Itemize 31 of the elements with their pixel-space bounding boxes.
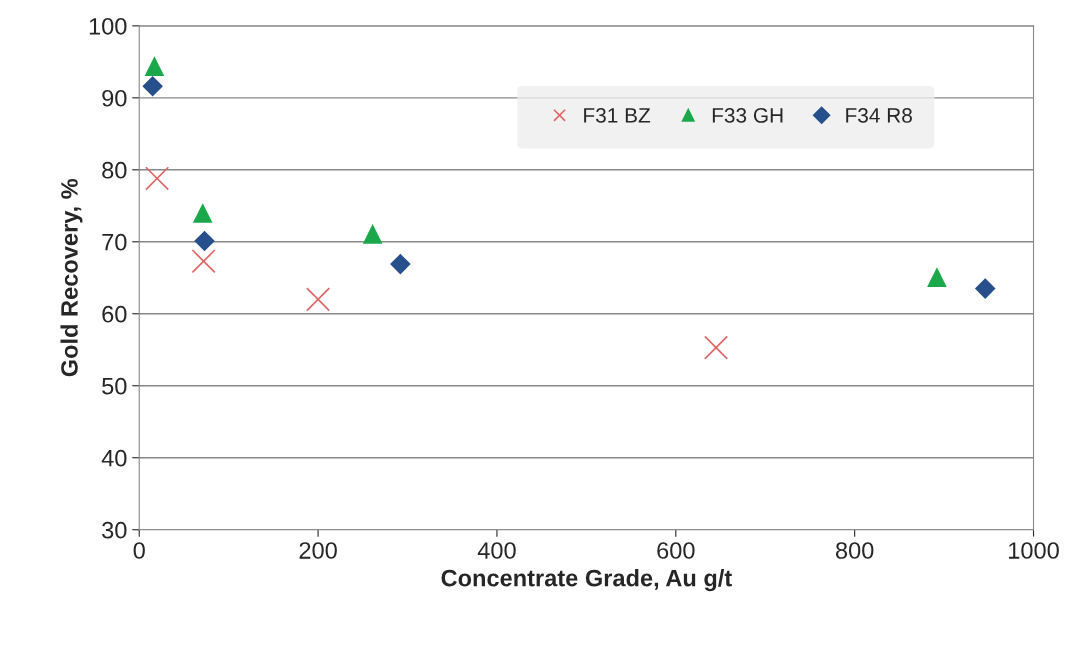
point — [927, 267, 947, 287]
point — [194, 230, 215, 252]
y-tick-label: 30 — [102, 521, 127, 539]
x-tick-label: 200 — [299, 542, 337, 559]
x-axis-title: Concentrate Grade, Au g/t — [441, 569, 732, 592]
legend-label: F34 R8 — [846, 108, 912, 123]
point — [142, 76, 163, 97]
point — [704, 335, 729, 360]
x-tick-label: 0 — [133, 542, 145, 559]
x-tick-label: 1000 — [1009, 542, 1059, 559]
y-tick-label: 100 — [89, 17, 127, 35]
y-tick-label: 60 — [102, 305, 127, 323]
y-tick-label: 50 — [102, 377, 127, 395]
point — [145, 166, 170, 191]
y-axis-title: Gold Recovery, % — [60, 178, 83, 377]
y-tick-label: 40 — [101, 449, 127, 467]
point — [144, 56, 165, 76]
y-tick-label: 70 — [102, 233, 127, 251]
legend-label: F31 BZ — [584, 108, 651, 123]
x-tick-label: 600 — [657, 542, 695, 559]
y-tick-label: 90 — [102, 89, 127, 107]
point — [362, 224, 383, 244]
x-tick-label: 800 — [835, 542, 874, 559]
y-tick-label: 80 — [102, 161, 127, 179]
point — [191, 249, 216, 274]
point — [974, 278, 996, 299]
point — [306, 287, 331, 312]
x-tick-label: 400 — [477, 542, 516, 559]
legend-label: F33 GH — [712, 108, 783, 123]
point — [192, 203, 213, 223]
point — [390, 253, 411, 275]
